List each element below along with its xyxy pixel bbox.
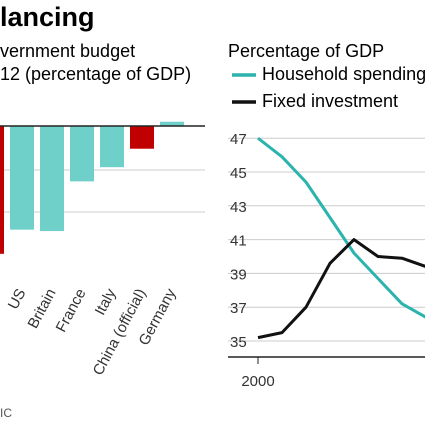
y-tick-label: 39 — [230, 266, 247, 283]
legend-household-spending: Household spending — [262, 63, 425, 85]
y-tick-label: 47 — [230, 131, 247, 148]
bar-italy — [100, 126, 124, 168]
bar-germany — [160, 121, 184, 126]
x-tick-label: 2000 — [241, 373, 274, 390]
bar-britain — [40, 126, 64, 232]
gdp-line-chart: 35 37 39 41 43 45 47 2000 — [228, 73, 425, 390]
right-subtitle: Percentage of GDP — [228, 41, 385, 61]
legend-household-label: Household spending — [262, 64, 425, 84]
source-credit: IC — [0, 406, 12, 420]
bar-category-label: Italy — [92, 285, 120, 318]
legend-fixed-label: Fixed investment — [262, 91, 399, 111]
legend-fixed-investment: Fixed investment — [262, 90, 398, 112]
bar-category-label: US — [5, 286, 30, 312]
y-tick-label: 35 — [230, 334, 247, 351]
series-fixed-investment — [257, 238, 425, 340]
y-tick-label: 45 — [230, 165, 247, 182]
left-subtitle-line2: 12 (percentage of GDP) — [0, 64, 192, 84]
bar-china-official- — [130, 126, 154, 149]
y-tick-label: 43 — [230, 199, 247, 216]
y-tick-label: 37 — [230, 300, 247, 317]
y-tick-label: 41 — [230, 233, 247, 250]
bar-us — [10, 126, 34, 230]
series-household-spending — [257, 137, 425, 319]
bar-france — [70, 126, 94, 182]
headline: lancing — [0, 2, 95, 32]
bar-first — [0, 126, 4, 254]
left-subtitle-line1: vernment budget — [0, 41, 136, 61]
